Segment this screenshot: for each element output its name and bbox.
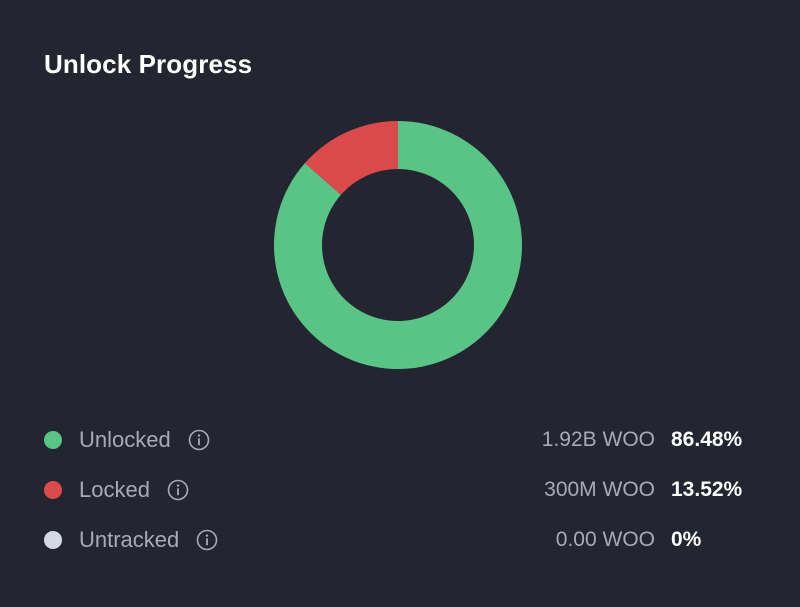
amount-locked: 300M WOO <box>544 478 655 501</box>
legend-values-locked: 300M WOO 13.52% <box>544 465 756 515</box>
amount-untracked: 0.00 WOO <box>555 528 655 551</box>
legend-values-unlocked: 1.92B WOO 86.48% <box>542 415 756 465</box>
legend-dot-untracked <box>44 531 62 549</box>
legend-label-unlocked: Unlocked <box>79 427 171 452</box>
info-icon[interactable] <box>196 529 218 551</box>
donut-slice-locked <box>304 121 398 195</box>
legend-values-untracked: 0.00 WOO 0% <box>556 515 756 565</box>
amount-unlocked: 1.92B WOO <box>541 428 655 451</box>
legend: Unlocked 1.92B WOO 86.48% Locked 300M WO… <box>44 415 756 565</box>
legend-dot-locked <box>44 481 62 499</box>
donut-slice-unlocked <box>274 121 522 369</box>
legend-row-locked: Locked 300M WOO 13.52% <box>44 465 756 515</box>
legend-label-locked: Locked <box>79 477 150 502</box>
card-title: Unlock Progress <box>44 49 253 79</box>
legend-row-unlocked: Unlocked 1.92B WOO 86.48% <box>44 415 756 465</box>
percent-untracked: 0% <box>671 528 702 551</box>
legend-row-untracked: Untracked 0.00 WOO 0% <box>44 515 756 565</box>
donut-chart <box>274 121 522 369</box>
legend-label-untracked: Untracked <box>79 527 180 552</box>
info-icon[interactable] <box>167 479 189 501</box>
info-icon[interactable] <box>188 429 210 451</box>
legend-dot-unlocked <box>44 431 62 449</box>
percent-locked: 13.52% <box>671 478 743 501</box>
percent-unlocked: 86.48% <box>671 428 743 451</box>
